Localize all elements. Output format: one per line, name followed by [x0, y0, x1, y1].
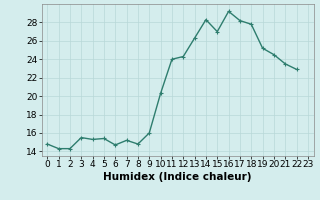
X-axis label: Humidex (Indice chaleur): Humidex (Indice chaleur)	[103, 172, 252, 182]
